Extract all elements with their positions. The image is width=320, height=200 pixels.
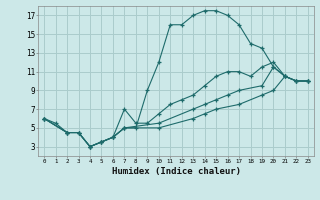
X-axis label: Humidex (Indice chaleur): Humidex (Indice chaleur) <box>111 167 241 176</box>
